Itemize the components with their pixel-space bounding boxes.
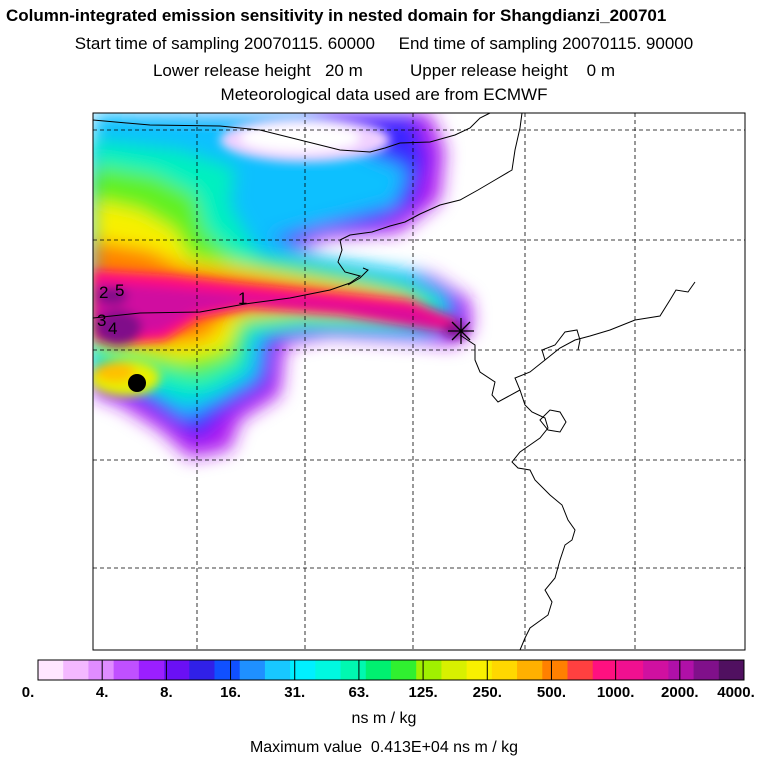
plume-label-1: 1 (238, 289, 247, 308)
colorbar-cell (264, 660, 291, 680)
coastlines (93, 113, 696, 650)
colorbar-tick-label: 250. (472, 684, 502, 701)
release-height-line: Lower release height 20 m Upper release … (152, 61, 616, 80)
colorbar-tick-label: 0. (21, 684, 35, 701)
plume-age-labels: 1 2 5 3 4 (97, 281, 247, 338)
colorbar-cell (340, 660, 367, 680)
colorbar-tick-label: 16. (220, 684, 241, 701)
colorbar-cell (441, 660, 468, 680)
colorbar-tick-label: 4. (95, 684, 109, 701)
plume-high-band (93, 270, 467, 346)
colorbar-tick-label: 63. (348, 684, 370, 701)
map-title: Column-integrated emission sensitivity i… (6, 6, 667, 25)
sensitivity-field (93, 113, 472, 458)
colorbar-cell (391, 660, 417, 680)
lat-lon-grid (93, 113, 745, 650)
colorbar-cell (693, 660, 720, 680)
colorbar-cell (214, 660, 241, 680)
colorbar-cell (164, 660, 190, 680)
colorbar-cell (239, 660, 266, 680)
colorbar-tick-label: 8. (160, 684, 173, 701)
colorbar-cell (63, 660, 89, 680)
colorbar-cell (38, 660, 64, 680)
map-frame (92, 112, 746, 651)
colorbar-tick-label: 125. (408, 684, 438, 701)
colorbar-cell (718, 660, 745, 680)
plume-label-5: 5 (115, 281, 124, 300)
colorbar-cell (542, 660, 568, 680)
meteorological-data-line: Meteorological data used are from ECMWF (220, 85, 548, 104)
colorbar-cell (88, 660, 115, 680)
maximum-value-line: Maximum value 0.413E+04 ns m / kg (249, 739, 519, 756)
colorbar-tick-label: 500. (536, 684, 567, 701)
colorbar-cell (643, 660, 669, 680)
colorbar-cell (517, 660, 543, 680)
colorbar-tick-label: 31. (284, 684, 306, 701)
colorbar-cell (668, 660, 694, 680)
colorbar-cell (592, 660, 619, 680)
colorbar-cell (617, 660, 644, 680)
colorbar-cell (189, 660, 215, 680)
colorbar-cell (113, 660, 140, 680)
colorbar-cell (365, 660, 392, 680)
colorbar-cell (290, 660, 316, 680)
colorbar-tick-label: 4000. (717, 684, 755, 701)
colorbar-cell (138, 660, 165, 680)
colorbar-cell (315, 660, 341, 680)
plume-label-4: 4 (108, 319, 117, 338)
colorbar-units: ns m / kg (351, 710, 417, 727)
plume-label-2: 2 (99, 283, 108, 302)
colorbar-frame (37, 659, 745, 681)
colorbar-cell (491, 660, 518, 680)
colorbar-tick-label: 1000. (596, 684, 635, 701)
sampling-time-line: Start time of sampling 20070115. 60000 E… (74, 34, 694, 53)
plume-label-3: 3 (97, 311, 106, 330)
colorbar-cell (466, 660, 493, 680)
release-star-icon (448, 318, 474, 344)
colorbar-cell (416, 660, 442, 680)
colorbar-tick-label: 2000. (661, 684, 699, 701)
receptor-dot-icon (128, 374, 146, 392)
colorbar-cell (567, 660, 594, 680)
